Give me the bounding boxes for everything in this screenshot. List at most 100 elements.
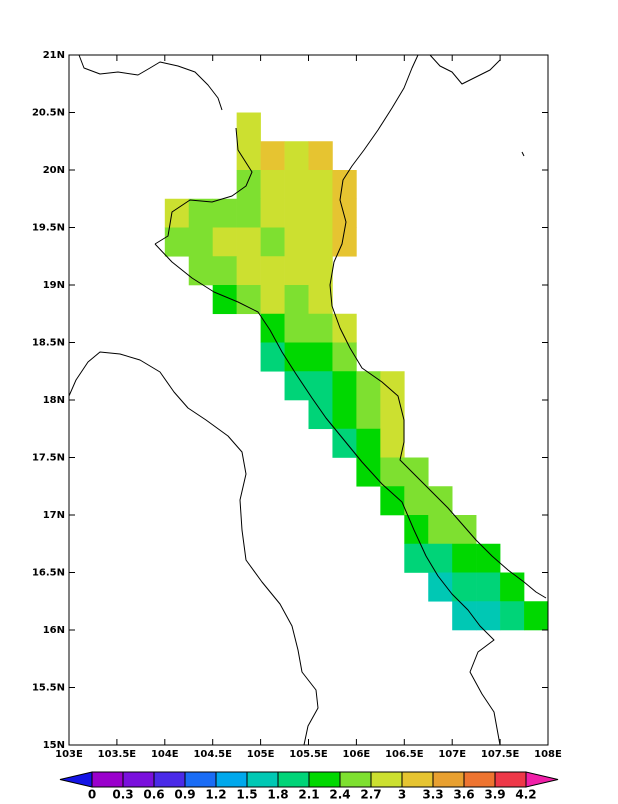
grid-cell [452, 572, 477, 602]
y-tick-label: 18N [43, 395, 65, 406]
colorbar-box [215, 771, 248, 788]
grid-cell [308, 256, 333, 286]
colorbar-box [246, 771, 279, 788]
grid-cell [260, 313, 285, 343]
x-tick-label: 103.5E [98, 749, 137, 760]
grid-cell [380, 457, 405, 487]
y-tick-label: 21N [43, 50, 65, 61]
grid-cell [236, 227, 261, 257]
cell-layer [164, 112, 549, 631]
grid-cell [284, 342, 309, 372]
y-tick-label: 17.5N [32, 453, 65, 464]
colorbar-label: 3.9 [484, 788, 505, 801]
grid-cell [308, 313, 333, 343]
colorbar-box [463, 771, 496, 788]
grid-cell [260, 227, 285, 257]
grid-cell [284, 313, 309, 343]
grid-cell [284, 227, 309, 257]
grid-cell [452, 543, 477, 573]
grid-cell [284, 198, 309, 228]
colorbar-label: 2.1 [298, 788, 319, 801]
grid-cell [260, 198, 285, 228]
y-tick-label: 20.5N [32, 108, 65, 119]
x-tick-label: 106E [343, 749, 371, 760]
colorbar-box [153, 771, 186, 788]
colorbar-box [494, 771, 527, 788]
grid-cell [236, 198, 261, 228]
grid-cell [404, 486, 429, 516]
grid-cell [404, 515, 429, 545]
grid-cell [452, 515, 477, 545]
grid-cell [332, 428, 357, 458]
colorbar-label: 1.2 [205, 788, 226, 801]
colorbar: 0 0.3 0.6 0.9 1.2 1.5 1.8 2.1 2.4 2.7 3 3.3 3.6 3.9 4.… [59, 771, 559, 802]
x-tick-label: 103E [55, 749, 83, 760]
grid-cell [284, 256, 309, 286]
y-tick-label: 19.5N [32, 223, 65, 234]
grid-cell [308, 141, 333, 171]
colorbar-box [122, 771, 155, 788]
boundaries [68, 54, 547, 746]
grid-cell [524, 601, 549, 631]
northern-border [78, 54, 223, 111]
grid-cell [188, 227, 213, 257]
x-tick-label: 108E [534, 749, 562, 760]
grid-cell [212, 198, 237, 228]
grid-cell [308, 170, 333, 200]
x-tick-label: 105.5E [289, 749, 328, 760]
colorbar-label: 0.6 [143, 788, 164, 801]
grid-cell [236, 285, 261, 315]
colorbar-label: 3.3 [422, 788, 443, 801]
colorbar-label: 1.5 [236, 788, 257, 801]
grid-cell [260, 141, 285, 171]
colorbar-box [339, 771, 372, 788]
grid-cell [260, 170, 285, 200]
grid-cell [332, 400, 357, 430]
grid-cell [308, 371, 333, 401]
grid-cell [308, 342, 333, 372]
colorbar-box [277, 771, 310, 788]
grid-cell [260, 285, 285, 315]
colorbar-box [91, 771, 124, 788]
grid-cell [236, 112, 261, 142]
grid-cell [356, 457, 381, 487]
grid-cell [332, 170, 357, 200]
y-tick-label: 20N [43, 165, 65, 176]
grid-cell [404, 543, 429, 573]
grid-cell [356, 371, 381, 401]
grid-cell [500, 601, 525, 631]
grid-cell [380, 371, 405, 401]
x-tick-label: 105E [247, 749, 275, 760]
coastline [329, 54, 547, 599]
grid-cell [356, 428, 381, 458]
grid-cell [212, 256, 237, 286]
colorbar-high-triangle [525, 771, 559, 788]
grid-cell [356, 400, 381, 430]
y-tick-label: 16N [43, 625, 65, 636]
colorbar-box [184, 771, 217, 788]
axes: 103E 103.5E 104E 104.5E 105E 105.5E 106E 106.5E… [32, 50, 562, 760]
colorbar-box [308, 771, 341, 788]
grid-cell [188, 256, 213, 286]
grid-cell [284, 371, 309, 401]
grid-cell [284, 141, 309, 171]
grid-cell [404, 457, 429, 487]
colorbar-label: 0.3 [112, 788, 133, 801]
grid-cell [428, 515, 453, 545]
colorbar-label: 3 [398, 788, 406, 801]
grid-cell [308, 400, 333, 430]
grid-cell [308, 227, 333, 257]
y-tick-label: 19N [43, 280, 65, 291]
grid-cell [332, 198, 357, 228]
x-tick-label: 107.5E [481, 749, 520, 760]
grid-cell [308, 285, 333, 315]
grid-cell [284, 170, 309, 200]
grid-cell [188, 198, 213, 228]
grid-cell [236, 256, 261, 286]
colorbar-label: 3.6 [453, 788, 474, 801]
mekong-border [68, 351, 319, 746]
y-tick-label: 15.5N [32, 683, 65, 694]
colorbar-label: 2.7 [360, 788, 381, 801]
colorbar-box [432, 771, 465, 788]
